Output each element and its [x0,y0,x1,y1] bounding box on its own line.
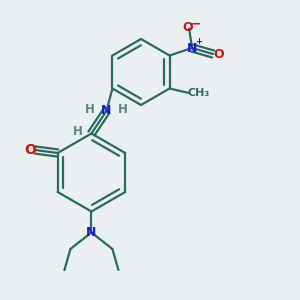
Text: H: H [85,103,95,116]
Text: H: H [118,103,128,116]
Text: −: − [190,17,201,31]
Text: +: + [195,38,202,46]
Text: N: N [187,41,197,55]
Text: N: N [86,226,97,239]
Text: H: H [73,124,83,138]
Text: N: N [101,104,112,118]
Text: O: O [24,143,36,157]
Text: O: O [182,21,193,34]
Text: CH₃: CH₃ [188,88,210,98]
Text: O: O [213,47,224,61]
